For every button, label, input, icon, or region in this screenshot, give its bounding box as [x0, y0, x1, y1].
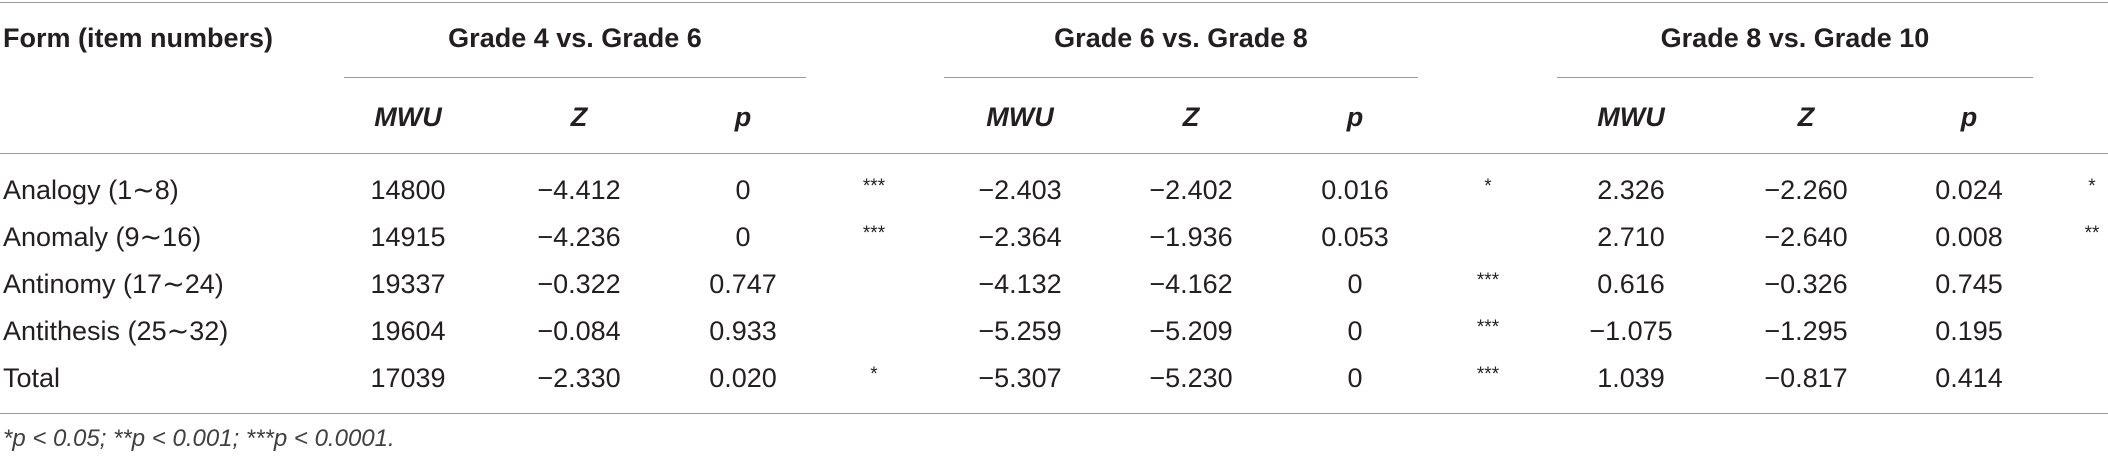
subheader-p: p — [1346, 102, 1364, 132]
table-cell: −2.403 — [978, 175, 1062, 205]
table-cell: 0 — [1347, 363, 1363, 393]
table-cell: 17039 — [370, 363, 446, 393]
table-cell: 0.745 — [1935, 269, 2003, 299]
subheader-mwu: MWU — [986, 102, 1054, 132]
table-cell: −0.084 — [537, 316, 621, 346]
group-rule-2 — [944, 77, 1418, 78]
first-column-header: Form (item numbers) — [3, 23, 274, 53]
group-rule-1 — [344, 77, 806, 78]
group-header: Grade 4 vs. Grade 6 — [448, 23, 702, 53]
subheader-z: Z — [570, 102, 588, 132]
table-cell: 1.039 — [1597, 363, 1665, 393]
subheader-mwu: MWU — [374, 102, 442, 132]
table-cell: −0.817 — [1764, 363, 1848, 393]
row-label: Antithesis (25∼32) — [3, 316, 229, 346]
table-cell: 0.024 — [1935, 175, 2003, 205]
table-cell: −2.260 — [1764, 175, 1848, 205]
table-cell: −5.209 — [1149, 316, 1233, 346]
significance-marker: * — [1484, 176, 1492, 197]
table-top-rule — [0, 2, 2108, 3]
table-footnote: *p < 0.05; **p < 0.001; ***p < 0.0001. — [3, 425, 395, 452]
table-cell: 0.016 — [1321, 175, 1389, 205]
significance-marker: *** — [1476, 270, 1500, 291]
significance-marker: *** — [862, 223, 886, 244]
table-cell: 2.326 — [1597, 175, 1665, 205]
row-label: Antinomy (17∼24) — [3, 269, 224, 299]
significance-marker: *** — [1476, 364, 1500, 385]
header-bottom-rule — [0, 153, 2108, 154]
subheader-z: Z — [1797, 102, 1815, 132]
table-bottom-rule — [0, 413, 2108, 414]
table-cell: 14800 — [370, 175, 446, 205]
group-header: Grade 8 vs. Grade 10 — [1660, 23, 1930, 53]
table-cell: −2.640 — [1764, 222, 1848, 252]
table-cell: 0 — [1347, 316, 1363, 346]
table-cell: 0 — [1347, 269, 1363, 299]
table-cell: −5.307 — [978, 363, 1062, 393]
significance-marker: *** — [862, 176, 886, 197]
subheader-z: Z — [1182, 102, 1200, 132]
table-cell: −2.402 — [1149, 175, 1233, 205]
row-label: Analogy (1∼8) — [3, 175, 179, 205]
table-cell: 0.414 — [1935, 363, 2003, 393]
table-cell: −1.295 — [1764, 316, 1848, 346]
table-cell: −1.075 — [1589, 316, 1673, 346]
subheader-p: p — [734, 102, 752, 132]
table-cell: −5.230 — [1149, 363, 1233, 393]
significance-marker: * — [2088, 176, 2096, 197]
row-label: Total — [3, 363, 61, 393]
table-cell: −4.162 — [1149, 269, 1233, 299]
table-cell: 14915 — [370, 222, 446, 252]
group-rule-3 — [1557, 77, 2033, 78]
table-cell: −4.236 — [537, 222, 621, 252]
group-header: Grade 6 vs. Grade 8 — [1054, 23, 1308, 53]
table-cell: 19604 — [370, 316, 446, 346]
table-cell: −4.132 — [978, 269, 1062, 299]
table-cell: 0.053 — [1321, 222, 1389, 252]
subheader-p: p — [1960, 102, 1978, 132]
subheader-mwu: MWU — [1597, 102, 1665, 132]
table-cell: 0.195 — [1935, 316, 2003, 346]
table-cell: 0.933 — [709, 316, 777, 346]
table-cell: 0 — [735, 175, 751, 205]
table-cell: 0.616 — [1597, 269, 1665, 299]
table-cell: −0.326 — [1764, 269, 1848, 299]
significance-marker: * — [870, 364, 878, 385]
table-cell: −5.259 — [978, 316, 1062, 346]
significance-marker: *** — [1476, 317, 1500, 338]
table-cell: 0.008 — [1935, 222, 2003, 252]
table-cell: −2.364 — [978, 222, 1062, 252]
significance-marker: ** — [2084, 223, 2100, 244]
table-cell: −1.936 — [1149, 222, 1233, 252]
table-cell: 0.747 — [709, 269, 777, 299]
table-cell: −0.322 — [537, 269, 621, 299]
table-cell: 19337 — [370, 269, 446, 299]
table-cell: 0 — [735, 222, 751, 252]
table-cell: −4.412 — [537, 175, 621, 205]
row-label: Anomaly (9∼16) — [3, 222, 202, 252]
table-cell: −2.330 — [537, 363, 621, 393]
table-cell: 2.710 — [1597, 222, 1665, 252]
table-cell: 0.020 — [709, 363, 777, 393]
